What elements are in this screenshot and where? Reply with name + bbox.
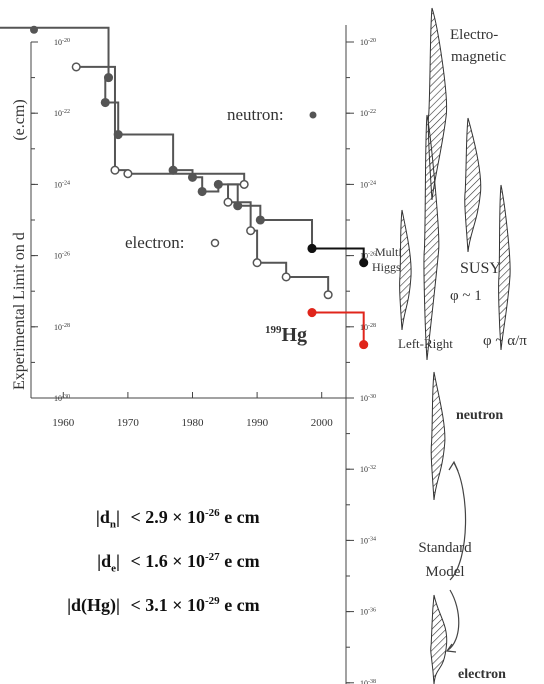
limit-exponent: -26	[205, 507, 220, 519]
hg-label: 199Hg	[265, 324, 307, 346]
data-point	[323, 290, 333, 300]
band-multi-higgs	[399, 209, 412, 331]
label-susy-phi: φ ~ 1	[450, 288, 482, 304]
y-tick-label: 10-24	[54, 180, 70, 189]
label-phi-alpha-pi: φ ~ α/π	[483, 333, 527, 349]
label-left-right: Left-Right	[398, 336, 453, 351]
data-point	[255, 215, 265, 225]
series-line-neutron	[0, 26, 314, 249]
y-tick-label-right: 10-36	[360, 608, 376, 617]
limit-unit: e cm	[224, 551, 260, 571]
neutron-legend-marker	[309, 111, 317, 119]
data-point	[246, 226, 256, 236]
x-tick-label: 1980	[182, 417, 205, 429]
label-standard-model: Standard	[418, 540, 472, 556]
electron-legend-label: electron:	[125, 233, 184, 252]
y-tick-label-right: 10-22	[360, 109, 376, 118]
limit-unit: e cm	[224, 507, 260, 527]
y-tick-label-right: 10-28	[360, 323, 376, 332]
y-tick-label-right: 10-24	[360, 180, 376, 189]
data-point	[359, 340, 369, 350]
label-electron: electron	[458, 667, 506, 682]
y-tick-label-right: 10-30	[360, 394, 376, 403]
electron-legend-marker	[210, 238, 220, 248]
label-multi-higgs: Higgs	[372, 260, 401, 274]
x-tick-label: 1990	[246, 417, 269, 429]
data-point	[281, 272, 291, 282]
x-tick-label: 1960	[52, 417, 75, 429]
limit-exponent: -27	[205, 551, 220, 563]
label-electromagnetic: magnetic	[451, 49, 506, 65]
limit-quantity: |dn|	[95, 507, 120, 531]
series-line-199hg	[312, 311, 365, 345]
limit-unit: e cm	[224, 595, 260, 615]
x-tick-label: 2000	[311, 417, 334, 429]
limit-quantity: |de|	[97, 551, 120, 575]
data-point	[359, 258, 369, 268]
label-standard-model: Model	[425, 564, 464, 580]
band-sm-electron	[430, 594, 448, 684]
data-point	[252, 258, 262, 268]
arrow-head-electron	[445, 643, 457, 653]
limit-row-mercury: |d(Hg)| < 3.1 × 10-29 e cm	[28, 586, 368, 630]
data-point	[239, 179, 249, 189]
limit-value: < 2.9 × 10	[130, 507, 206, 527]
series-line-multi-higgs	[312, 247, 365, 263]
arrow-to-neutron	[449, 462, 467, 581]
y-tick-label: 10-30	[54, 394, 70, 403]
band-left-right	[423, 114, 440, 361]
label-multi-higgs: Multi	[375, 245, 402, 259]
data-point	[307, 308, 317, 318]
y-tick-label: 10-22	[54, 109, 70, 118]
band-sm-neutron	[430, 371, 446, 501]
data-point	[103, 73, 114, 83]
neutron-legend-label: neutron:	[227, 105, 284, 124]
data-point	[110, 165, 120, 175]
data-point	[223, 197, 233, 207]
label-electromagnetic: Electro-	[450, 27, 498, 43]
y-tick-label: 10-20	[54, 38, 70, 47]
arrow-head-neutron	[448, 460, 459, 472]
y-tick-label-right: 10-32	[360, 465, 376, 474]
limit-value: < 1.6 × 10	[130, 551, 206, 571]
label-susy: SUSY	[460, 260, 501, 277]
limits-list: |dn| < 2.9 × 10-26 e cm |de| < 1.6 × 10-…	[28, 498, 368, 630]
y-axis-label: Experimental Limit on d	[11, 232, 28, 390]
data-point	[197, 186, 207, 197]
y-tick-label: 10-26	[54, 252, 70, 261]
y-tick-label: 10-28	[54, 323, 70, 332]
limit-quantity: |d(Hg)|	[67, 595, 120, 615]
limit-row-neutron: |dn| < 2.9 × 10-26 e cm	[28, 498, 368, 542]
band-susy-phi-alpha	[498, 184, 511, 351]
data-point	[307, 243, 317, 254]
data-point	[30, 25, 38, 34]
y-tick-label-right: 10-20	[360, 38, 376, 47]
limit-row-electron: |de| < 1.6 × 10-27 e cm	[28, 542, 368, 586]
data-point	[100, 97, 110, 108]
y-axis-unit: (e.cm)	[11, 99, 28, 140]
data-point	[123, 169, 133, 179]
x-tick-label: 1970	[117, 417, 140, 429]
limit-exponent: -29	[205, 595, 220, 607]
y-tick-label-right: 10-38	[360, 679, 376, 684]
y-tick-label-right: 10-34	[360, 536, 376, 545]
band-susy-phi-1	[464, 117, 482, 253]
limit-value: < 3.1 × 10	[130, 595, 206, 615]
data-point	[213, 179, 223, 189]
label-neutron: neutron	[456, 408, 503, 423]
y-tick-label-right: 10-26	[360, 252, 376, 261]
data-point	[71, 62, 81, 72]
arrow-to-electron	[447, 589, 460, 651]
